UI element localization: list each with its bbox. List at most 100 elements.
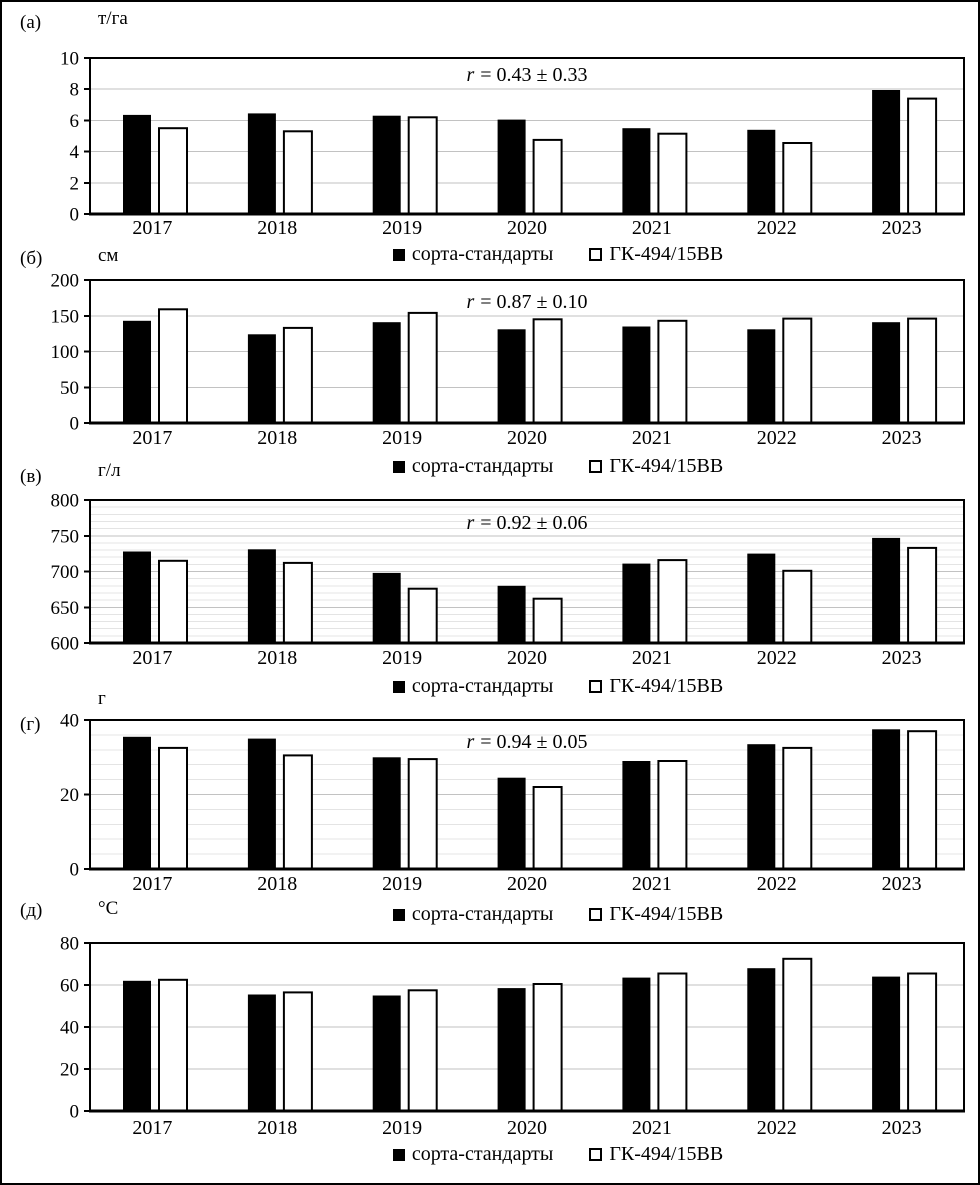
legend-item-standards: сорта-стандарты bbox=[392, 902, 553, 926]
legend-label: ГК-494/15ВВ bbox=[609, 455, 724, 477]
legend-d: сорта-стандарты ГК-494/15ВВ bbox=[2, 1142, 978, 1166]
x-category-label: 2017 bbox=[132, 1117, 172, 1139]
bar-standards-2020 bbox=[497, 585, 526, 643]
unit-label-a: т/га bbox=[98, 8, 128, 29]
x-category-label: 2018 bbox=[257, 217, 297, 239]
y-tick-label: 20 bbox=[60, 1060, 79, 1081]
gridlines bbox=[91, 88, 963, 184]
y-tick-label: 6 bbox=[70, 111, 80, 132]
legend-v: сорта-стандарты ГК-494/15ВВ bbox=[2, 674, 978, 698]
legend-label: ГК-494/15ВВ bbox=[609, 903, 724, 925]
bar-gk-2022 bbox=[782, 957, 813, 1113]
x-category-label: 2022 bbox=[757, 427, 797, 449]
legend-item-gk: ГК-494/15ВВ bbox=[589, 242, 723, 266]
white-square-icon bbox=[589, 680, 603, 693]
legend-item-gk: ГК-494/15ВВ bbox=[589, 1142, 723, 1166]
bar-gk-2019 bbox=[407, 116, 438, 215]
bar-standards-2021 bbox=[622, 563, 651, 643]
y-tick-label: 650 bbox=[51, 598, 80, 619]
x-category-label: 2019 bbox=[382, 427, 422, 449]
x-category-label: 2019 bbox=[382, 217, 422, 239]
bar-standards-2018 bbox=[247, 994, 276, 1112]
bar-gk-2022 bbox=[782, 746, 813, 871]
legend-item-gk: ГК-494/15ВВ bbox=[589, 674, 723, 698]
bar-gk-2018 bbox=[282, 991, 313, 1113]
unit-label-g: г bbox=[98, 688, 106, 709]
x-category-label: 2018 bbox=[257, 647, 297, 669]
panel-label-d: (д) bbox=[20, 900, 43, 921]
bar-standards-2017 bbox=[123, 551, 151, 643]
bar-gk-2023 bbox=[907, 317, 938, 425]
x-category-label: 2017 bbox=[132, 647, 172, 669]
legend-item-gk: ГК-494/15ВВ bbox=[589, 454, 723, 478]
white-square-icon bbox=[589, 908, 603, 921]
y-tick-label: 0 bbox=[70, 205, 80, 226]
x-category-label: 2021 bbox=[632, 647, 672, 669]
legend-item-standards: сорта-стандарты bbox=[392, 674, 553, 698]
y-tick-label: 50 bbox=[60, 378, 79, 399]
bar-standards-2021 bbox=[622, 977, 651, 1111]
annotation-variable: r bbox=[466, 64, 474, 86]
x-category-label: 2022 bbox=[757, 873, 797, 895]
bar-gk-2019 bbox=[407, 311, 438, 424]
x-category-label: 2023 bbox=[882, 1117, 922, 1139]
x-category-label: 2019 bbox=[382, 873, 422, 895]
x-category-label: 2023 bbox=[882, 647, 922, 669]
x-category-label: 2020 bbox=[507, 873, 547, 895]
unit-label-v: г/л bbox=[98, 460, 121, 481]
x-category-label: 2021 bbox=[632, 427, 672, 449]
bar-gk-2020 bbox=[532, 318, 563, 424]
legend-label: ГК-494/15ВВ bbox=[609, 243, 724, 265]
bar-gk-2018 bbox=[282, 561, 313, 645]
x-category-label: 2017 bbox=[132, 873, 172, 895]
x-category-label: 2022 bbox=[757, 647, 797, 669]
panel-v-plot: 600 650 700 750 800 2017 2018 2019 2020 2021 2022 2… bbox=[51, 491, 965, 669]
y-tick-label: 80 bbox=[60, 934, 79, 955]
y-tick-label: 4 bbox=[70, 142, 80, 163]
bars bbox=[123, 308, 938, 425]
bar-standards-2018 bbox=[247, 113, 276, 214]
y-tick-label: 750 bbox=[51, 526, 80, 547]
y-tick-label: 20 bbox=[60, 785, 79, 806]
legend-label: ГК-494/15ВВ bbox=[609, 675, 724, 697]
x-category-label: 2023 bbox=[882, 427, 922, 449]
bar-gk-2022 bbox=[782, 317, 813, 425]
y-tick-label: 2 bbox=[70, 173, 80, 194]
x-category-label: 2021 bbox=[632, 217, 672, 239]
legend-b: сорта-стандарты ГК-494/15ВВ bbox=[2, 454, 978, 478]
bars bbox=[123, 729, 938, 871]
y-tick-label: 60 bbox=[60, 976, 79, 997]
bar-standards-2018 bbox=[247, 334, 276, 423]
legend-label: сорта-стандарты bbox=[411, 1143, 554, 1165]
x-category-label: 2023 bbox=[882, 873, 922, 895]
x-category-label: 2021 bbox=[632, 1117, 672, 1139]
gridlines bbox=[91, 315, 963, 388]
bar-standards-2017 bbox=[123, 980, 151, 1111]
bar-standards-2021 bbox=[622, 128, 651, 214]
bar-gk-2019 bbox=[407, 989, 438, 1113]
annotation-variable: r bbox=[466, 291, 474, 313]
bar-standards-2022 bbox=[747, 553, 776, 643]
black-square-icon bbox=[392, 908, 405, 921]
annotation-value: = 0.43 ± 0.33 bbox=[480, 64, 587, 86]
bar-gk-2020 bbox=[532, 786, 563, 870]
bar-gk-2019 bbox=[407, 587, 438, 645]
bar-gk-2021 bbox=[657, 972, 688, 1113]
bar-standards-2017 bbox=[123, 320, 151, 423]
white-square-icon bbox=[589, 460, 603, 473]
y-tick-label: 600 bbox=[51, 634, 80, 655]
unit-label-d: °С bbox=[98, 898, 119, 919]
bar-standards-2020 bbox=[497, 329, 526, 423]
legend-label: сорта-стандарты bbox=[411, 243, 554, 265]
y-tick-label: 0 bbox=[70, 860, 80, 881]
black-square-icon bbox=[392, 1148, 405, 1161]
panel-a-plot: 0 2 4 6 8 10 2017 2018 2019 2020 2021 2022 2023 r = 0.… bbox=[60, 49, 965, 239]
bar-standards-2022 bbox=[747, 329, 776, 423]
legend-item-standards: сорта-стандарты bbox=[392, 454, 553, 478]
bar-standards-2023 bbox=[872, 976, 901, 1111]
x-category-label: 2019 bbox=[382, 1117, 422, 1139]
bar-gk-2021 bbox=[657, 319, 688, 424]
x-category-label: 2018 bbox=[257, 427, 297, 449]
